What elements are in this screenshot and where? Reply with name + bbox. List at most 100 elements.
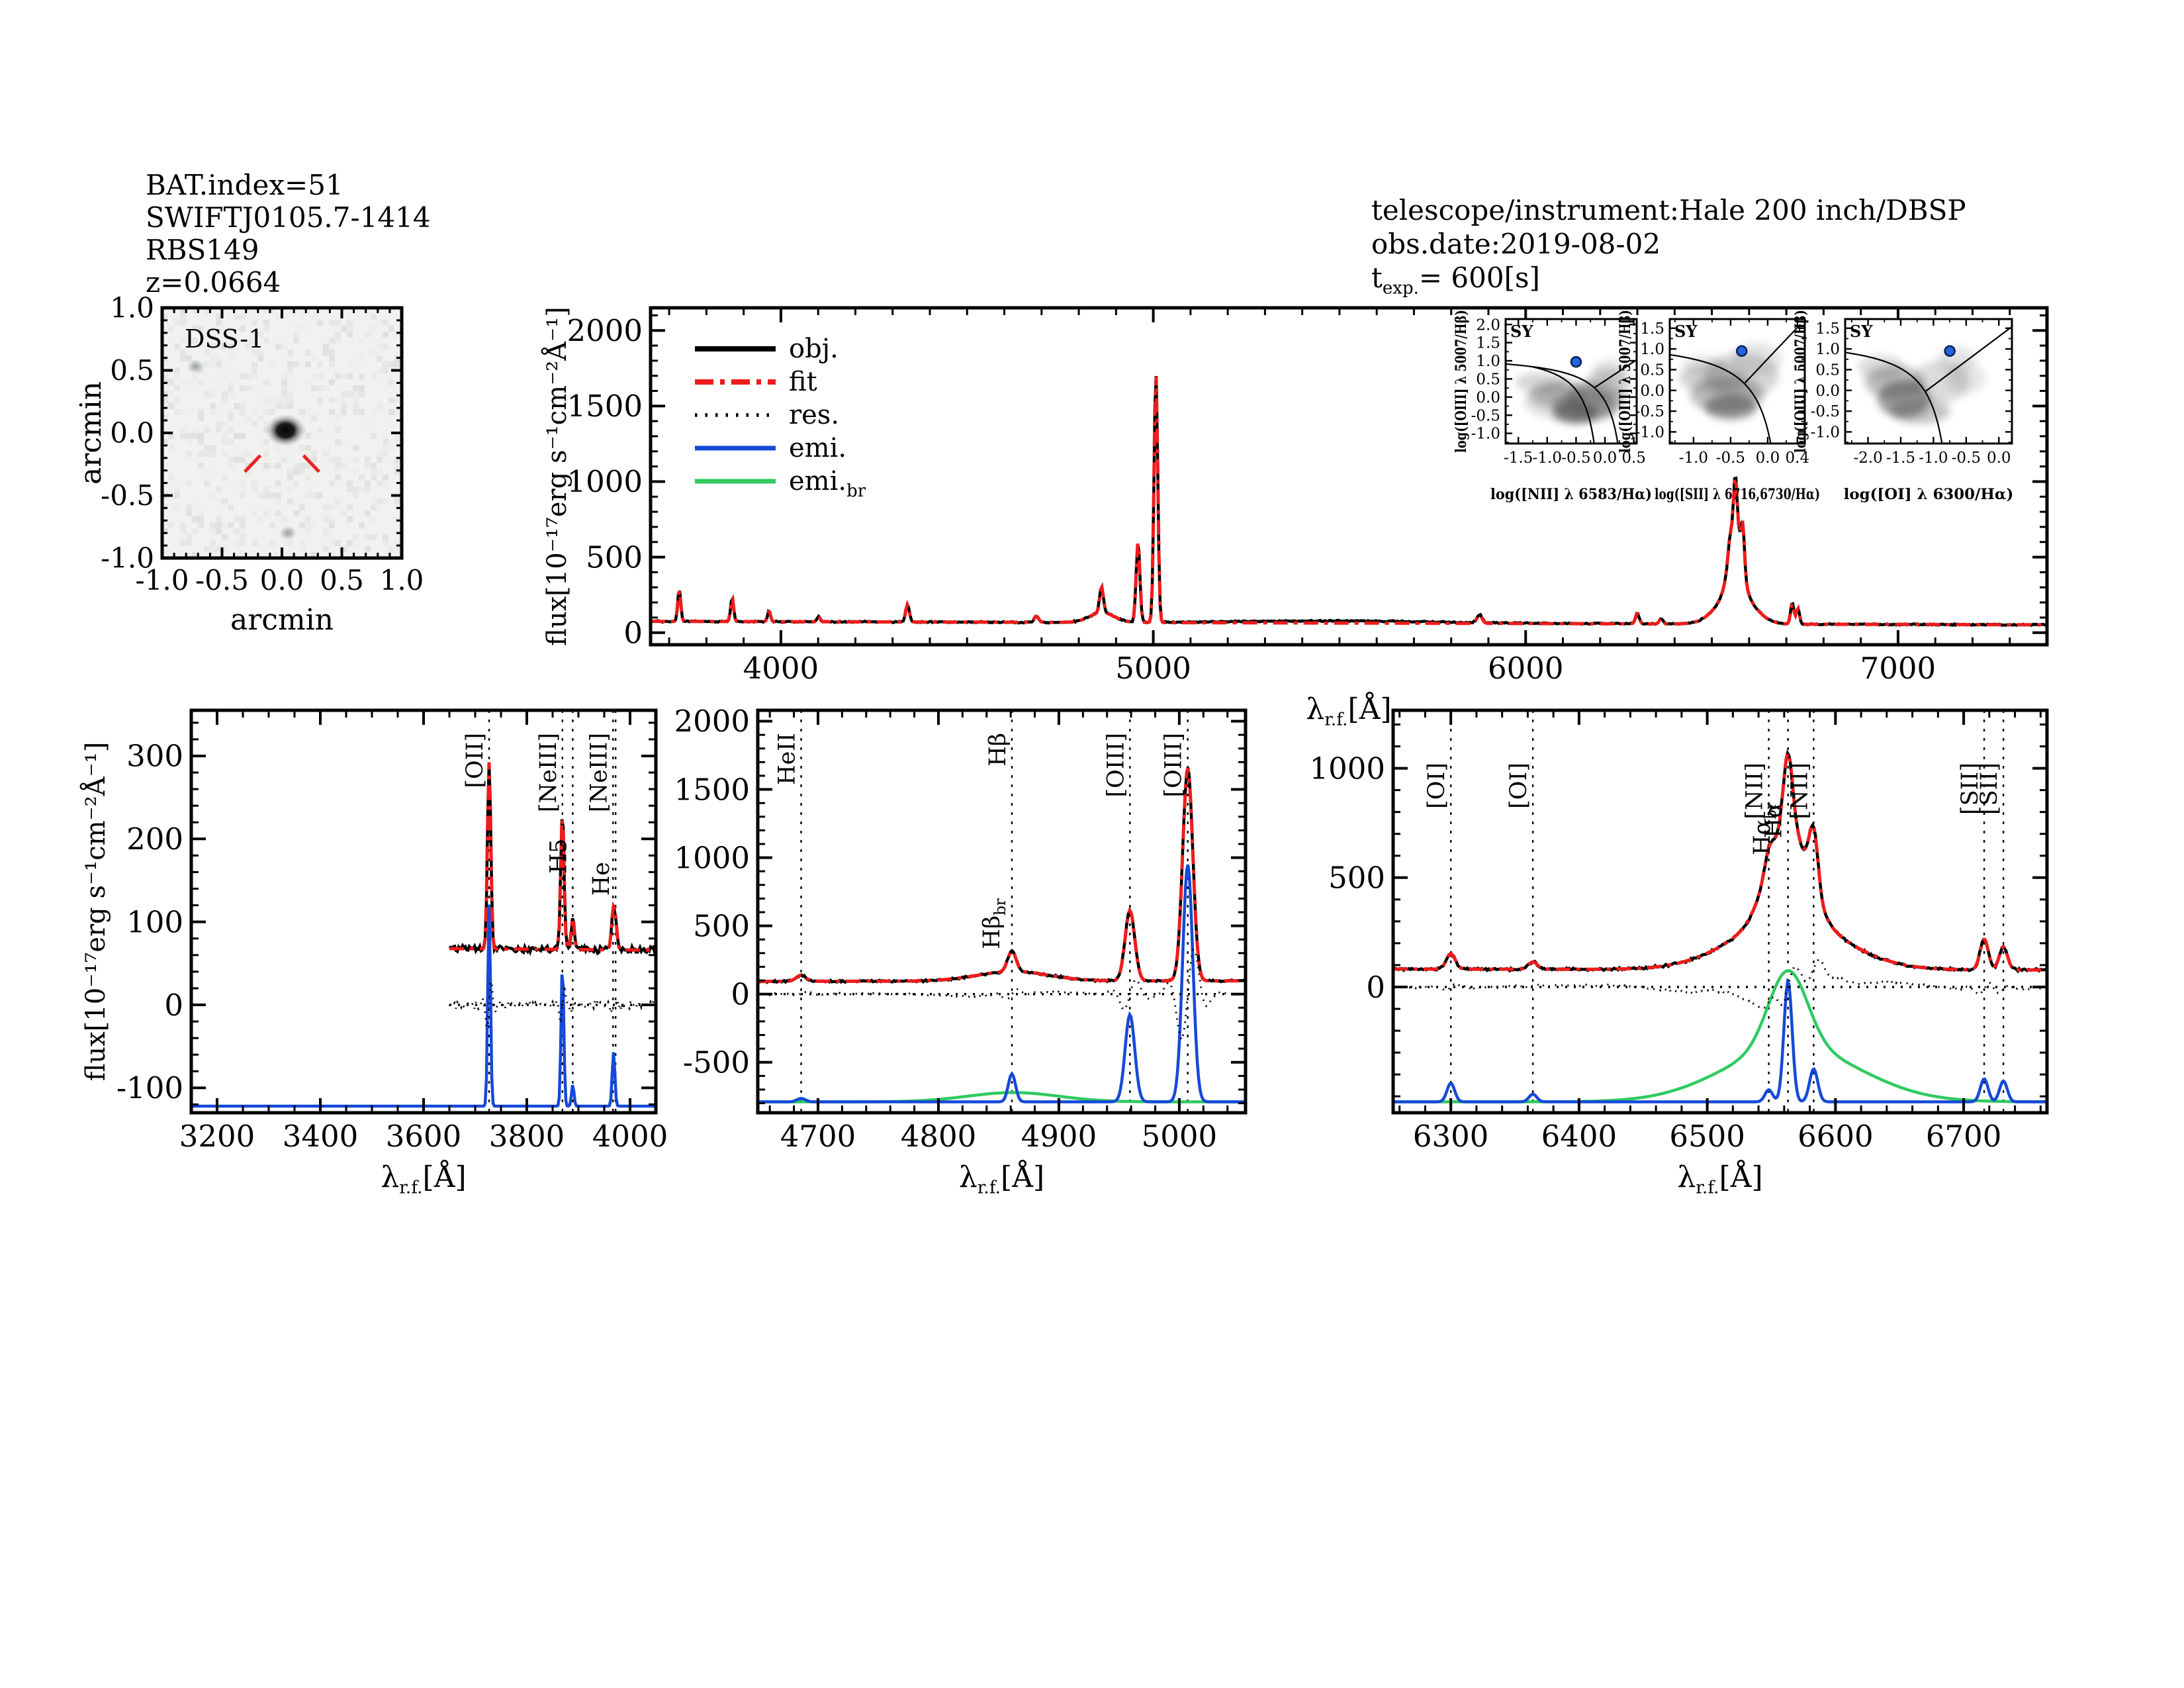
density-cloud xyxy=(1682,355,1727,376)
x-axis-label: λr.f.[Å] xyxy=(381,1159,466,1198)
y-tick-label: 1.5 xyxy=(1476,335,1500,352)
y-tick-label: 200 xyxy=(126,821,183,857)
line-label-[NII]: [NII] xyxy=(1786,763,1813,820)
x-tick-label: 4000 xyxy=(592,1119,668,1154)
demarcation-curve xyxy=(1925,326,2012,392)
emi-curve xyxy=(1393,977,2046,1103)
density-cloud xyxy=(1593,359,1628,385)
y-tick-label: -1.0 xyxy=(1635,424,1664,442)
y-tick-label: -1.0 xyxy=(101,542,154,575)
x-tick-label: 6300 xyxy=(1413,1119,1489,1154)
fit-curve xyxy=(651,376,2046,627)
faint-source xyxy=(279,526,297,541)
zoom_red-frame: 6300 6400 6500 6600 6700 0 500 1000 xyxy=(1309,708,2049,1154)
legend: obj. fit res.emi.emi.br xyxy=(695,334,866,501)
dss-frame: -1.0 -0.5 0.0 0.5 1.0-1.0-0.50.00.51.0 xyxy=(101,292,424,596)
y-tick-label: 0.5 xyxy=(110,354,154,387)
bat-index: BAT.index=51 xyxy=(146,169,343,201)
y-tick-label: 0.5 xyxy=(1640,362,1664,379)
classification-label: SY xyxy=(1850,322,1873,341)
emi-curve xyxy=(191,904,656,1108)
bpt-data-point xyxy=(1570,355,1582,368)
legend-label-fit: fit xyxy=(789,367,817,397)
demarcation-curve xyxy=(1845,352,1943,444)
x-tick-label: 6700 xyxy=(1926,1119,2002,1154)
y-tick-label: -0.5 xyxy=(1635,403,1664,420)
x-tick-label: 3800 xyxy=(489,1119,565,1154)
line-label-[OIII]: [OIII] xyxy=(1103,733,1129,797)
y-tick-label: 1.0 xyxy=(1640,341,1664,358)
emi-curve xyxy=(758,864,1245,1103)
slit-marker xyxy=(302,454,320,473)
x-tick-label: 3600 xyxy=(386,1119,462,1154)
bpt_oi-frame: -2.0 -1.5 -1.0 -0.5 0.0-1.0-0.50.00.51.01.5 xyxy=(1811,318,2013,467)
residual-curve xyxy=(1393,958,2046,1010)
line-label-[NeIII]: [NeIII] xyxy=(535,733,562,812)
x-tick-label: 4800 xyxy=(901,1119,977,1154)
x-tick-label: 0.0 xyxy=(1987,449,2011,467)
x-axis-label: λr.f.[Å] xyxy=(959,1159,1044,1198)
bpt_nii-frame: -1.5 -1.0 -0.5 0.0 0.5-1.0-0.50.00.51.01.52.… xyxy=(1471,316,1646,467)
x-tick-label: -1.0 xyxy=(1919,449,1948,467)
line-label-HeII: HeII xyxy=(774,733,801,785)
demarcation-curve xyxy=(1594,359,1637,389)
residual-curve xyxy=(758,948,1246,1043)
y-tick-label: 1000 xyxy=(674,840,750,875)
x-tick-label: -2.0 xyxy=(1853,449,1882,467)
galaxy-blob xyxy=(265,414,306,447)
panel-bpt_sii xyxy=(1670,324,1801,444)
x-axis-label: λr.f.[Å] xyxy=(1677,1159,1762,1198)
x-tick-label: -1.5 xyxy=(1886,449,1915,467)
bpt-y-label: log([OIII] λ 5007/Hβ) xyxy=(1453,310,1470,453)
y-axis-label: flux[10⁻¹⁷erg s⁻¹cm⁻²Å⁻¹] xyxy=(80,742,111,1082)
x-tick-label: 5000 xyxy=(1142,1119,1218,1154)
x-axis-label: λr.f.[Å] xyxy=(1306,691,1391,730)
y-tick-label: 0 xyxy=(623,615,643,650)
faint-source xyxy=(187,359,205,374)
y-tick-label: 2.0 xyxy=(1476,316,1500,334)
panel-zoom_red xyxy=(1393,710,2047,1113)
fit-curve xyxy=(449,762,656,952)
density-cloud xyxy=(1858,355,1904,381)
line-label-[SII]: [SII] xyxy=(1976,763,2003,815)
x-tick-label: -1.0 xyxy=(1679,449,1708,467)
legend-label-res: res. xyxy=(789,400,839,430)
dss-y-label: arcmin xyxy=(74,381,108,485)
obj-curve xyxy=(758,767,1246,984)
y-tick-label: 0 xyxy=(731,976,750,1011)
x-tick-label: 4700 xyxy=(780,1119,856,1154)
residual-curve xyxy=(448,978,656,1031)
y-tick-label: 1.5 xyxy=(1815,320,1840,338)
obj-curve xyxy=(1393,749,2046,974)
x-tick-label: 0.0 xyxy=(1756,449,1780,467)
demarcation-curve xyxy=(1532,366,1595,444)
y-tick-label: 0.5 xyxy=(1476,371,1500,388)
x-tick-label: -1.0 xyxy=(136,564,189,596)
y-tick-label: 1.0 xyxy=(110,292,154,324)
zoom_green-frame: 4700 4800 4900 5000 -500 0 500 1000 1500 2000 xyxy=(674,704,1248,1154)
panel-bpt_nii xyxy=(1506,355,1637,444)
y-tick-label: 1000 xyxy=(567,464,643,499)
exposure-time: texp.= 600[s] xyxy=(1371,261,1540,299)
y-tick-label: 1500 xyxy=(567,389,643,424)
obs-date: obs.date:2019-08-02 xyxy=(1371,228,1661,260)
target-info: BAT.index=51 SWIFTJ0105.7-1414 RBS149 z=… xyxy=(146,169,431,299)
demarcation-curve xyxy=(1744,324,1801,384)
bpt-data-point xyxy=(1944,345,1956,357)
x-tick-label: 3400 xyxy=(283,1119,359,1154)
y-tick-label: 0.0 xyxy=(110,417,154,449)
y-tick-label: 0.0 xyxy=(1815,383,1840,400)
bpt-y-label: log([OIII] λ 5007/Hβ) xyxy=(1792,310,1809,453)
x-tick-label: -0.5 xyxy=(1952,449,1981,467)
legend-label-obj: obj. xyxy=(789,334,839,364)
y-tick-label: 100 xyxy=(126,904,183,939)
y-tick-label: 0.0 xyxy=(1640,383,1664,400)
y-tick-label: 300 xyxy=(126,739,183,774)
classification-label: SY xyxy=(1510,322,1533,341)
observation-info: telescope/instrument:Hale 200 inch/DBSP … xyxy=(1371,193,1966,305)
y-tick-label: 0.5 xyxy=(1815,362,1840,379)
legend-label-emi_br: emi.br xyxy=(789,466,866,501)
demarcation-curve xyxy=(1506,363,1619,443)
y-tick-label: 500 xyxy=(1328,861,1385,896)
